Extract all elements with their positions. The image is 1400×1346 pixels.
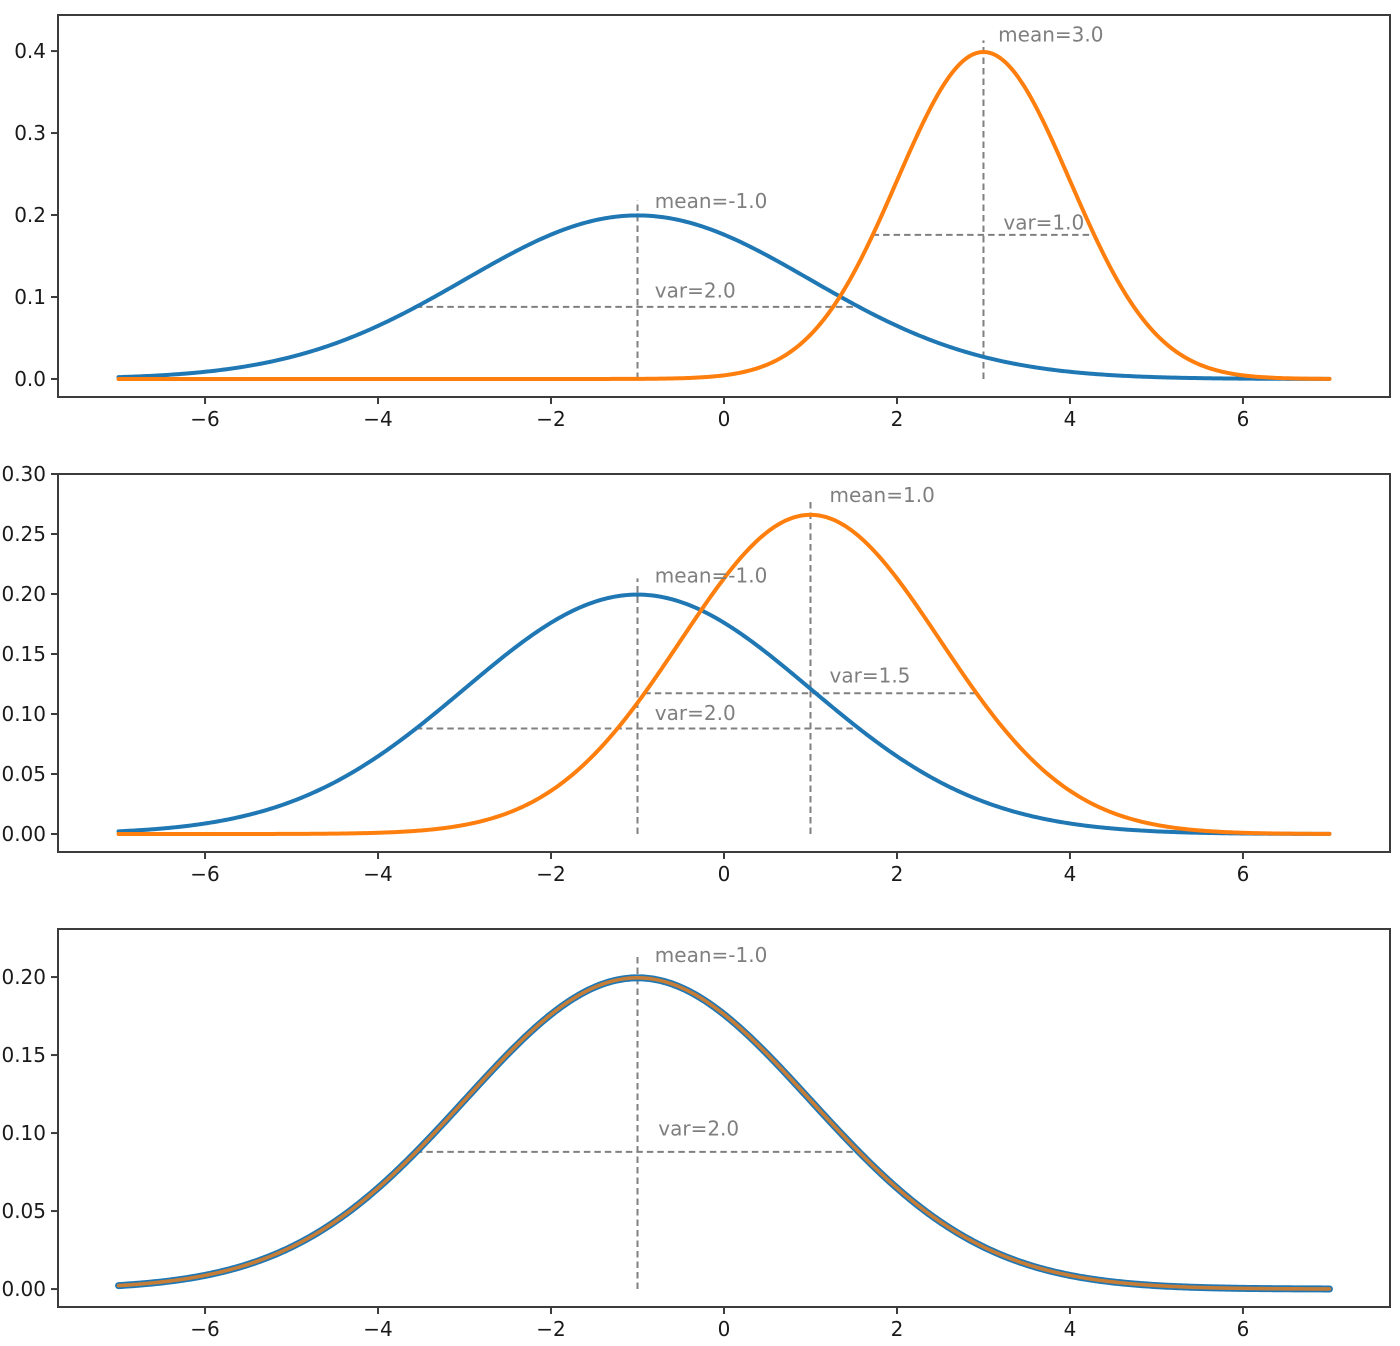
y-tick-label: 0.30: [1, 462, 46, 486]
var-annotation-label: var=2.0: [655, 701, 736, 725]
x-tick-label: −4: [363, 407, 392, 431]
y-tick-label: 0.15: [1, 1043, 46, 1067]
var-annotation-label: var=2.0: [658, 1116, 739, 1140]
y-tick-label: 0.10: [1, 702, 46, 726]
mean-annotation-label: mean=1.0: [830, 483, 935, 507]
x-tick-label: 2: [891, 407, 904, 431]
x-tick-label: −4: [363, 1317, 392, 1341]
x-tick-label: −2: [536, 862, 565, 886]
y-tick-label: 0.1: [14, 285, 46, 309]
curve-gaussian-blue: [116, 592, 1332, 836]
y-tick-label: 0.20: [1, 582, 46, 606]
y-tick-label: 0.00: [1, 1277, 46, 1301]
y-tick-label: 0.05: [1, 1199, 46, 1223]
x-tick-label: 4: [1064, 407, 1077, 431]
y-tick-label: 0.20: [1, 965, 46, 989]
y-tick-label: 0.25: [1, 522, 46, 546]
mean-annotation-label: mean=-1.0: [655, 189, 768, 213]
x-tick-label: −2: [536, 1317, 565, 1341]
x-tick-label: 4: [1064, 1317, 1077, 1341]
x-tick-label: 4: [1064, 862, 1077, 886]
x-tick-label: −6: [190, 862, 219, 886]
var-annotation-label: var=2.0: [655, 278, 736, 302]
x-tick-label: −6: [190, 407, 219, 431]
x-tick-label: 6: [1237, 407, 1250, 431]
mean-annotation-label: mean=-1.0: [655, 943, 768, 967]
x-tick-label: 2: [891, 862, 904, 886]
y-tick-label: 0.05: [1, 762, 46, 786]
var-annotation-label: var=1.0: [1003, 210, 1084, 234]
subplot-2: −6 −4 −2 0 2 4 6 0.00 0.05 0.10 0.15 0.20 0.25 0.30 me…: [1, 462, 1391, 886]
x-tick-label: 2: [891, 1317, 904, 1341]
curve-gaussian-orange: [116, 512, 1332, 836]
subplot-3: −6 −4 −2 0 2 4 6 0.00 0.05 0.10 0.15 0.20 mean=-1.0 v…: [1, 928, 1391, 1341]
x-tick-label: −4: [363, 862, 392, 886]
y-tick-label: 0.0: [14, 367, 46, 391]
y-tick-label: 0.4: [14, 39, 46, 63]
curve-gaussian-blue: [116, 213, 1332, 381]
y-tick-label: 0.00: [1, 822, 46, 846]
x-tick-label: −2: [536, 407, 565, 431]
mean-annotation-label: mean=-1.0: [655, 563, 768, 587]
mean-annotation-label: mean=3.0: [998, 23, 1103, 47]
y-tick-label: 0.15: [1, 642, 46, 666]
var-annotation-label: var=1.5: [830, 664, 911, 688]
x-tick-label: −6: [190, 1317, 219, 1341]
subplot-1: −6 −4 −2 0 2 4 6 0.0 0.1 0.2 0.3 0.4 mean=-1.0 var=2.…: [14, 14, 1391, 431]
x-tick-label: 0: [718, 407, 731, 431]
x-tick-label: 6: [1237, 1317, 1250, 1341]
y-tick-label: 0.2: [14, 203, 46, 227]
x-tick-label: 0: [718, 1317, 731, 1341]
curve-gaussian-orange-overlap: [116, 976, 1332, 1291]
curve-gaussian-orange: [116, 49, 1332, 381]
x-tick-label: 6: [1237, 862, 1250, 886]
axes-frame: [57, 473, 1391, 853]
x-tick-label: 0: [718, 862, 731, 886]
y-tick-label: 0.3: [14, 121, 46, 145]
y-tick-label: 0.10: [1, 1121, 46, 1145]
